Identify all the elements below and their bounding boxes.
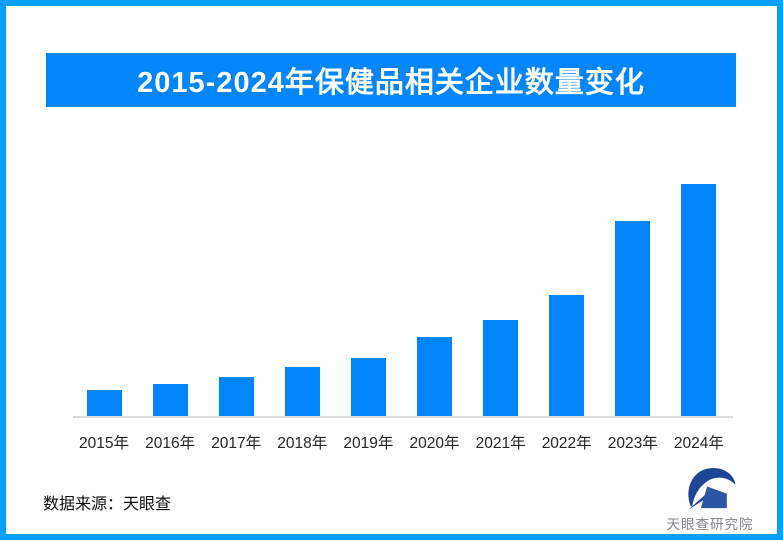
tianyancha-eye-icon (688, 468, 736, 510)
chart-title-banner: 2015-2024年保健品相关企业数量变化 (46, 53, 736, 107)
bar (681, 184, 717, 416)
x-axis-label: 2022年 (541, 435, 592, 452)
bar (152, 384, 188, 416)
x-axis-label: 2021年 (475, 435, 526, 452)
bar (615, 221, 651, 416)
data-source-note: 数据来源：天眼查 (43, 496, 172, 513)
x-axis-label: 2024年 (673, 435, 724, 452)
x-axis-label: 2018年 (277, 435, 328, 452)
tianyancha-research-logo: 天眼查研究院 (655, 464, 765, 533)
bar (218, 377, 254, 416)
x-axis-line (73, 416, 733, 418)
bar (483, 320, 519, 416)
bar (549, 295, 585, 416)
x-axis-label: 2019年 (343, 435, 394, 452)
bar (350, 358, 386, 416)
x-axis-label: 2015年 (79, 435, 129, 452)
x-axis-label: 2016年 (145, 435, 196, 452)
chart-title: 2015-2024年保健品相关企业数量变化 (137, 67, 645, 99)
x-axis-label: 2017年 (211, 435, 262, 452)
tianyancha-research-label: 天眼查研究院 (666, 517, 754, 532)
bar (417, 337, 452, 416)
x-axis-label: 2023年 (607, 435, 658, 452)
bar (86, 390, 122, 416)
bar (284, 367, 320, 416)
x-axis-label: 2020年 (409, 435, 460, 452)
